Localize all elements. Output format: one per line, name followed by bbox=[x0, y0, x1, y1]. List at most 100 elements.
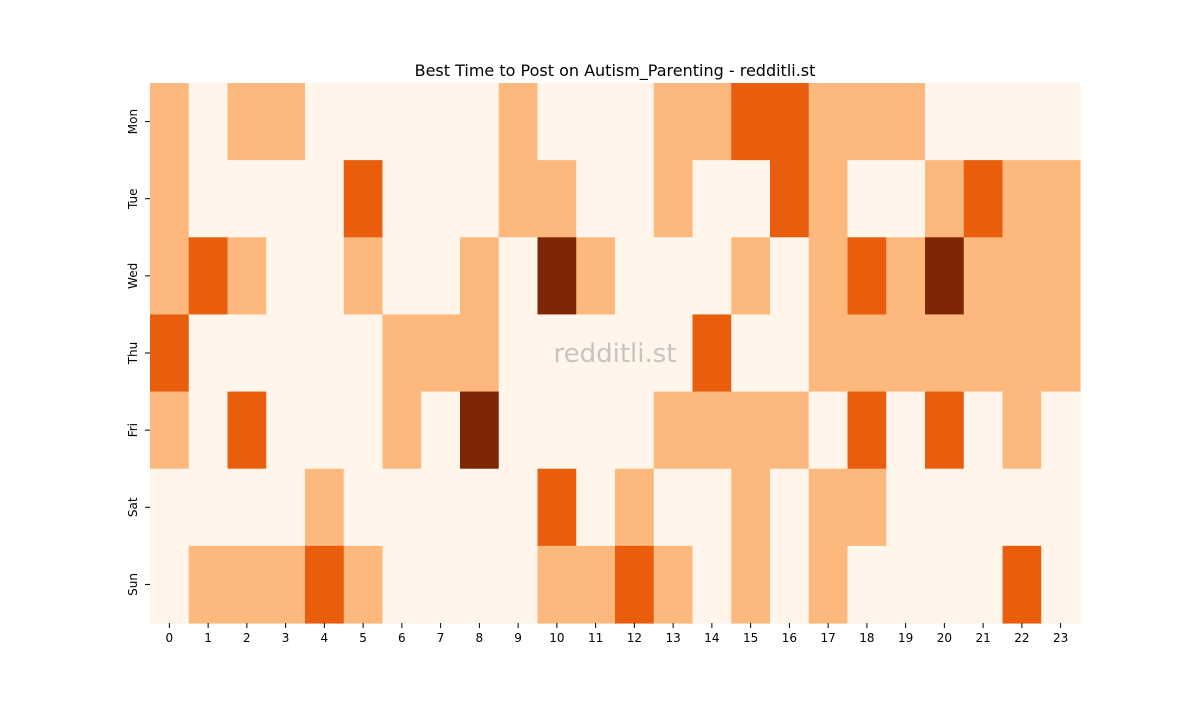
heatmap-cell-wed-20 bbox=[925, 237, 965, 316]
heatmap-cell-thu-11 bbox=[576, 314, 616, 393]
y-tick-label: Mon bbox=[126, 109, 140, 134]
heatmap-cell-tue-15 bbox=[731, 160, 771, 238]
heatmap-cell-tue-19 bbox=[886, 160, 926, 238]
y-axis-ticks: Mon Tue Wed Thu Fri Sat Sun bbox=[126, 109, 150, 596]
heatmap-cell-tue-4 bbox=[305, 160, 345, 238]
heatmap-cell-sat-10 bbox=[537, 468, 577, 547]
heatmap-cell-wed-7 bbox=[421, 237, 461, 316]
heatmap-cell-sat-21 bbox=[963, 468, 1004, 547]
x-tick-label: 12 bbox=[627, 631, 642, 645]
heatmap-cell-fri-12 bbox=[615, 391, 655, 470]
heatmap-cell-sun-4 bbox=[305, 545, 345, 624]
heatmap-cell-sat-2 bbox=[227, 468, 267, 547]
y-tick-label: Sun bbox=[126, 573, 140, 596]
heatmap-cell-sun-8 bbox=[460, 545, 500, 624]
heatmap-cell-fri-17 bbox=[808, 391, 849, 470]
heatmap-cell-fri-15 bbox=[731, 391, 771, 470]
heatmap-cell-sun-1 bbox=[188, 545, 229, 624]
heatmap-cell-wed-2 bbox=[227, 237, 267, 316]
heatmap-cell-tue-6 bbox=[382, 160, 422, 238]
y-tick-label: Wed bbox=[126, 263, 140, 289]
heatmap-cell-thu-6 bbox=[382, 314, 422, 393]
heatmap-cell-wed-9 bbox=[498, 237, 539, 316]
heatmap-cell-sat-7 bbox=[421, 468, 461, 547]
x-tick-label: 3 bbox=[282, 631, 290, 645]
heatmap-cell-sun-17 bbox=[808, 545, 849, 624]
heatmap-cell-mon-21 bbox=[963, 83, 1004, 161]
heatmap-cell-wed-8 bbox=[460, 237, 500, 316]
heatmap-cell-wed-13 bbox=[653, 237, 694, 316]
heatmap-cell-fri-19 bbox=[886, 391, 926, 470]
heatmap-cell-wed-19 bbox=[886, 237, 926, 316]
heatmap-cell-fri-10 bbox=[537, 391, 577, 470]
heatmap-cell-sun-9 bbox=[498, 545, 539, 624]
heatmap-cell-tue-0 bbox=[150, 160, 190, 238]
heatmap-cell-mon-0 bbox=[150, 83, 190, 161]
heatmap-cell-sun-0 bbox=[150, 545, 190, 624]
heatmap-cell-sun-5 bbox=[343, 545, 384, 624]
y-tick-label: Fri bbox=[126, 423, 140, 437]
heatmap-cell-fri-16 bbox=[770, 391, 810, 470]
heatmap-cell-tue-18 bbox=[847, 160, 887, 238]
heatmap-cell-tue-20 bbox=[925, 160, 965, 238]
heatmap-cell-wed-16 bbox=[770, 237, 810, 316]
x-tick-label: 7 bbox=[437, 631, 445, 645]
heatmap-cell-sat-19 bbox=[886, 468, 926, 547]
heatmap-cell-sat-15 bbox=[731, 468, 771, 547]
heatmap-cell-sun-12 bbox=[615, 545, 655, 624]
heatmap-cell-thu-22 bbox=[1002, 314, 1042, 393]
heatmap-cell-sat-9 bbox=[498, 468, 539, 547]
x-tick-label: 16 bbox=[782, 631, 797, 645]
x-tick-label: 22 bbox=[1014, 631, 1029, 645]
heatmap-cell-sun-3 bbox=[266, 545, 306, 624]
heatmap-cell-wed-21 bbox=[963, 237, 1004, 316]
heatmap-cell-sun-11 bbox=[576, 545, 616, 624]
heatmap-cell-thu-17 bbox=[808, 314, 849, 393]
heatmap-cell-mon-1 bbox=[188, 83, 229, 161]
x-tick-label: 5 bbox=[359, 631, 367, 645]
heatmap-cell-tue-8 bbox=[460, 160, 500, 238]
heatmap-cell-sat-16 bbox=[770, 468, 810, 547]
y-tick-label: Tue bbox=[126, 188, 140, 210]
heatmap-cell-mon-11 bbox=[576, 83, 616, 161]
heatmap-cell-tue-14 bbox=[692, 160, 732, 238]
heatmap-cell-thu-3 bbox=[266, 314, 306, 393]
heatmap-cell-thu-7 bbox=[421, 314, 461, 393]
heatmap-cell-fri-18 bbox=[847, 391, 887, 470]
heatmap-cell-sun-23 bbox=[1041, 545, 1081, 624]
x-tick-label: 14 bbox=[704, 631, 719, 645]
heatmap-cell-sat-13 bbox=[653, 468, 694, 547]
heatmap-cell-thu-1 bbox=[188, 314, 229, 393]
heatmap-cell-fri-22 bbox=[1002, 391, 1042, 470]
heatmap-cell-wed-0 bbox=[150, 237, 190, 316]
heatmap-cell-thu-10 bbox=[537, 314, 577, 393]
heatmap-cell-sun-10 bbox=[537, 545, 577, 624]
heatmap-cell-sat-5 bbox=[343, 468, 384, 547]
heatmap-cell-sun-14 bbox=[692, 545, 732, 624]
heatmap-cell-wed-12 bbox=[615, 237, 655, 316]
heatmap-cell-wed-6 bbox=[382, 237, 422, 316]
heatmap-cell-fri-4 bbox=[305, 391, 345, 470]
heatmap-cell-sat-22 bbox=[1002, 468, 1042, 547]
heatmap-cell-wed-22 bbox=[1002, 237, 1042, 316]
heatmap-cell-wed-3 bbox=[266, 237, 306, 316]
x-tick-label: 1 bbox=[204, 631, 212, 645]
heatmap-cell-fri-21 bbox=[963, 391, 1004, 470]
heatmap-cell-mon-20 bbox=[925, 83, 965, 161]
x-tick-label: 2 bbox=[243, 631, 251, 645]
heatmap-cell-fri-1 bbox=[188, 391, 229, 470]
heatmap-cell-sun-6 bbox=[382, 545, 422, 624]
x-tick-label: 9 bbox=[514, 631, 522, 645]
heatmap-cell-sat-11 bbox=[576, 468, 616, 547]
x-tick-label: 0 bbox=[166, 631, 174, 645]
y-tick-label: Thu bbox=[126, 342, 140, 366]
heatmap-cell-mon-4 bbox=[305, 83, 345, 161]
x-tick-label: 8 bbox=[476, 631, 484, 645]
heatmap-cell-tue-11 bbox=[576, 160, 616, 238]
x-tick-label: 6 bbox=[398, 631, 406, 645]
heatmap-cell-mon-19 bbox=[886, 83, 926, 161]
heatmap-cell-tue-13 bbox=[653, 160, 694, 238]
heatmap-cell-thu-12 bbox=[615, 314, 655, 393]
heatmap-cell-thu-16 bbox=[770, 314, 810, 393]
